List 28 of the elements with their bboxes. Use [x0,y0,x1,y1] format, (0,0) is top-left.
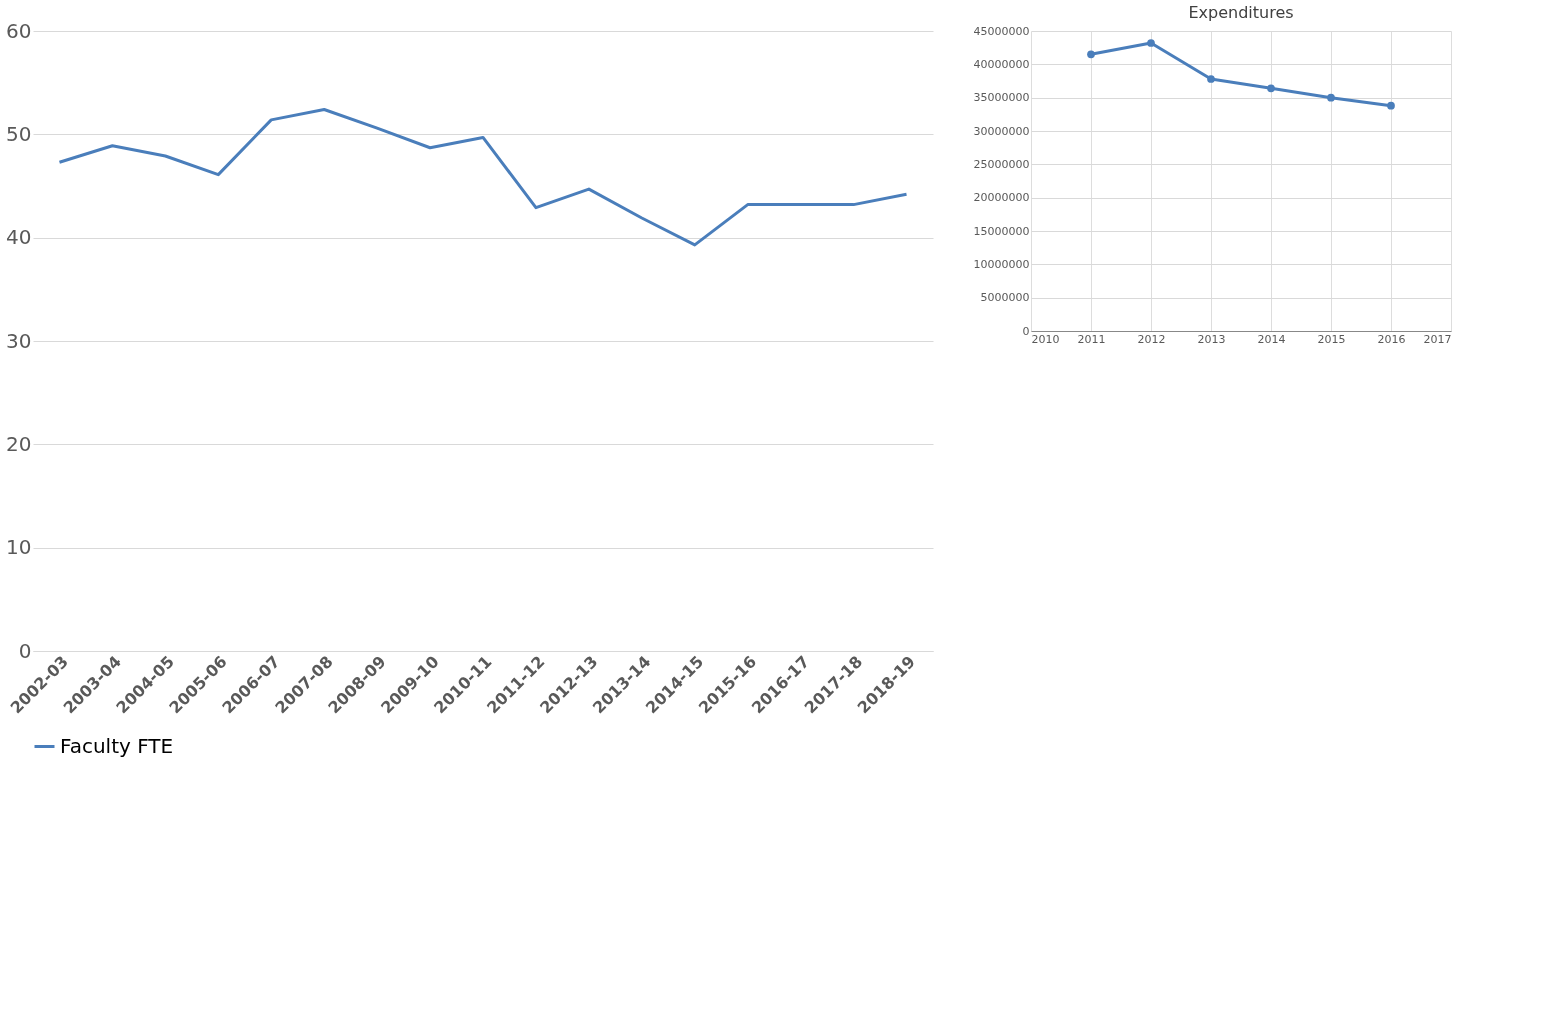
chart-title: Expenditures [1188,3,1294,22]
x-tick-label: 2013 [1197,332,1226,346]
y-tick-label: 20000000 [973,191,1030,205]
x-tick-label: 2011 [1077,332,1106,346]
y-tick-label: 15000000 [973,224,1030,238]
y-tick-label: 50 [6,121,32,146]
y-tick-label: 60 [6,18,32,43]
y-tick-label: 25000000 [973,157,1030,171]
y-tick-label: 20 [6,431,32,456]
y-tick-label: 45000000 [973,24,1030,38]
y-tick-label: 0 [1022,324,1030,338]
y-tick-label: 10 [6,535,32,560]
legend-label: Faculty FTE [60,733,174,758]
x-tick-label: 2014 [1257,332,1286,346]
x-tick-label: 2015 [1317,332,1346,346]
y-tick-label: 35000000 [973,91,1030,105]
y-tick-label: 0 [18,638,32,663]
y-tick-label: 30 [6,328,32,353]
x-tick-label: 2010 [1031,332,1060,346]
line-series [57,108,909,247]
y-tick-label: 40000000 [973,57,1030,71]
x-tick-label: 2012 [1137,332,1166,346]
x-tick-label: 2016 [1377,332,1406,346]
y-tick-label: 30000000 [973,124,1030,138]
y-tick-label: 40 [6,225,32,250]
y-tick-label: 5000000 [980,291,1030,305]
x-tick-label: 2017 [1423,332,1452,346]
y-tick-label: 10000000 [973,257,1030,271]
